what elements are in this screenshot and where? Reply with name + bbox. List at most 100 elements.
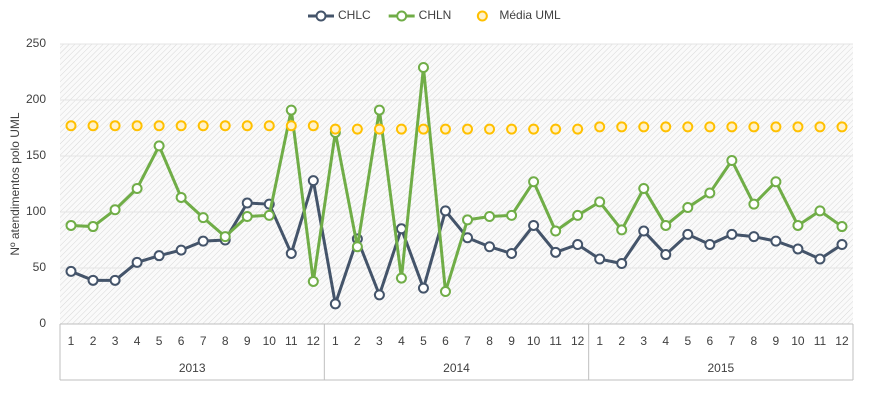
data-point [417, 123, 429, 135]
legend-label: Média UML [499, 8, 561, 22]
data-point [814, 121, 826, 133]
plot-area [60, 44, 853, 324]
x-tick-label: 2 [354, 334, 361, 348]
x-tick-label: 9 [508, 334, 515, 348]
data-point [748, 231, 760, 243]
x-tick-label: 12 [307, 334, 321, 348]
data-point [792, 243, 804, 255]
data-point [197, 120, 209, 132]
data-point [792, 121, 804, 133]
x-tick-label: 11 [814, 334, 827, 348]
data-point [109, 204, 121, 216]
x-group-label: 2013 [179, 361, 206, 375]
data-point [329, 298, 341, 310]
x-tick-label: 4 [398, 334, 405, 348]
data-point [770, 176, 782, 188]
x-tick-label: 3 [640, 334, 647, 348]
data-point [373, 289, 385, 301]
data-point [153, 250, 165, 262]
data-point [462, 123, 474, 135]
data-point [462, 214, 474, 226]
x-tick-label: 2 [618, 334, 625, 348]
data-point [594, 121, 606, 133]
legend-marker [315, 10, 327, 22]
x-tick-label: 9 [773, 334, 780, 348]
data-point [528, 219, 540, 231]
data-point [153, 140, 165, 152]
x-tick-label: 7 [200, 334, 207, 348]
data-point [417, 282, 429, 294]
x-tick-label: 1 [596, 334, 603, 348]
data-point [638, 182, 650, 194]
data-point [219, 120, 231, 132]
data-point [65, 219, 77, 231]
data-point [572, 123, 584, 135]
y-tick-label: 250 [26, 36, 46, 50]
data-point [109, 274, 121, 286]
data-point [594, 196, 606, 208]
data-point [373, 104, 385, 116]
data-point [814, 253, 826, 265]
x-tick-label: 11 [285, 334, 298, 348]
data-point [439, 205, 451, 217]
data-point [704, 238, 716, 250]
data-point [484, 241, 496, 253]
data-point [528, 123, 540, 135]
data-point [726, 154, 738, 166]
data-point [484, 123, 496, 135]
data-point [373, 123, 385, 135]
x-tick-label: 6 [706, 334, 713, 348]
data-point [439, 123, 451, 135]
x-tick-label: 1 [68, 334, 75, 348]
x-tick-label: 5 [420, 334, 427, 348]
data-point [263, 120, 275, 132]
data-point [197, 212, 209, 224]
data-point [484, 210, 496, 222]
data-point [748, 198, 760, 210]
x-tick-label: 10 [263, 334, 277, 348]
data-point [285, 247, 297, 259]
data-point [219, 231, 231, 243]
data-point [528, 176, 540, 188]
data-point [285, 104, 297, 116]
data-point [836, 121, 848, 133]
data-point [175, 244, 187, 256]
data-point [263, 209, 275, 221]
x-tick-label: 10 [527, 334, 541, 348]
data-point [395, 223, 407, 235]
data-point [660, 219, 672, 231]
data-point [329, 123, 341, 135]
data-point [241, 120, 253, 132]
data-point [682, 228, 694, 240]
data-point [241, 210, 253, 222]
data-point [65, 120, 77, 132]
data-point [307, 120, 319, 132]
data-point [550, 246, 562, 258]
data-point [87, 274, 99, 286]
data-point [594, 253, 606, 265]
data-point [550, 225, 562, 237]
data-point [307, 175, 319, 187]
x-tick-label: 11 [549, 334, 562, 348]
data-point [770, 235, 782, 247]
x-tick-label: 12 [835, 334, 849, 348]
data-point [417, 62, 429, 74]
data-point [351, 123, 363, 135]
data-point [792, 219, 804, 231]
x-tick-label: 5 [684, 334, 691, 348]
data-point [87, 221, 99, 233]
x-tick-label: 4 [134, 334, 141, 348]
x-tick-label: 12 [571, 334, 585, 348]
y-tick-label: 100 [26, 204, 46, 218]
x-tick-label: 3 [112, 334, 119, 348]
x-tick-label: 5 [156, 334, 163, 348]
x-tick-label: 8 [222, 334, 229, 348]
data-point [197, 235, 209, 247]
data-point [660, 121, 672, 133]
data-point [836, 221, 848, 233]
data-point [638, 225, 650, 237]
data-point [616, 258, 628, 270]
data-point [395, 272, 407, 284]
x-tick-label: 6 [442, 334, 449, 348]
x-group-label: 2015 [707, 361, 734, 375]
